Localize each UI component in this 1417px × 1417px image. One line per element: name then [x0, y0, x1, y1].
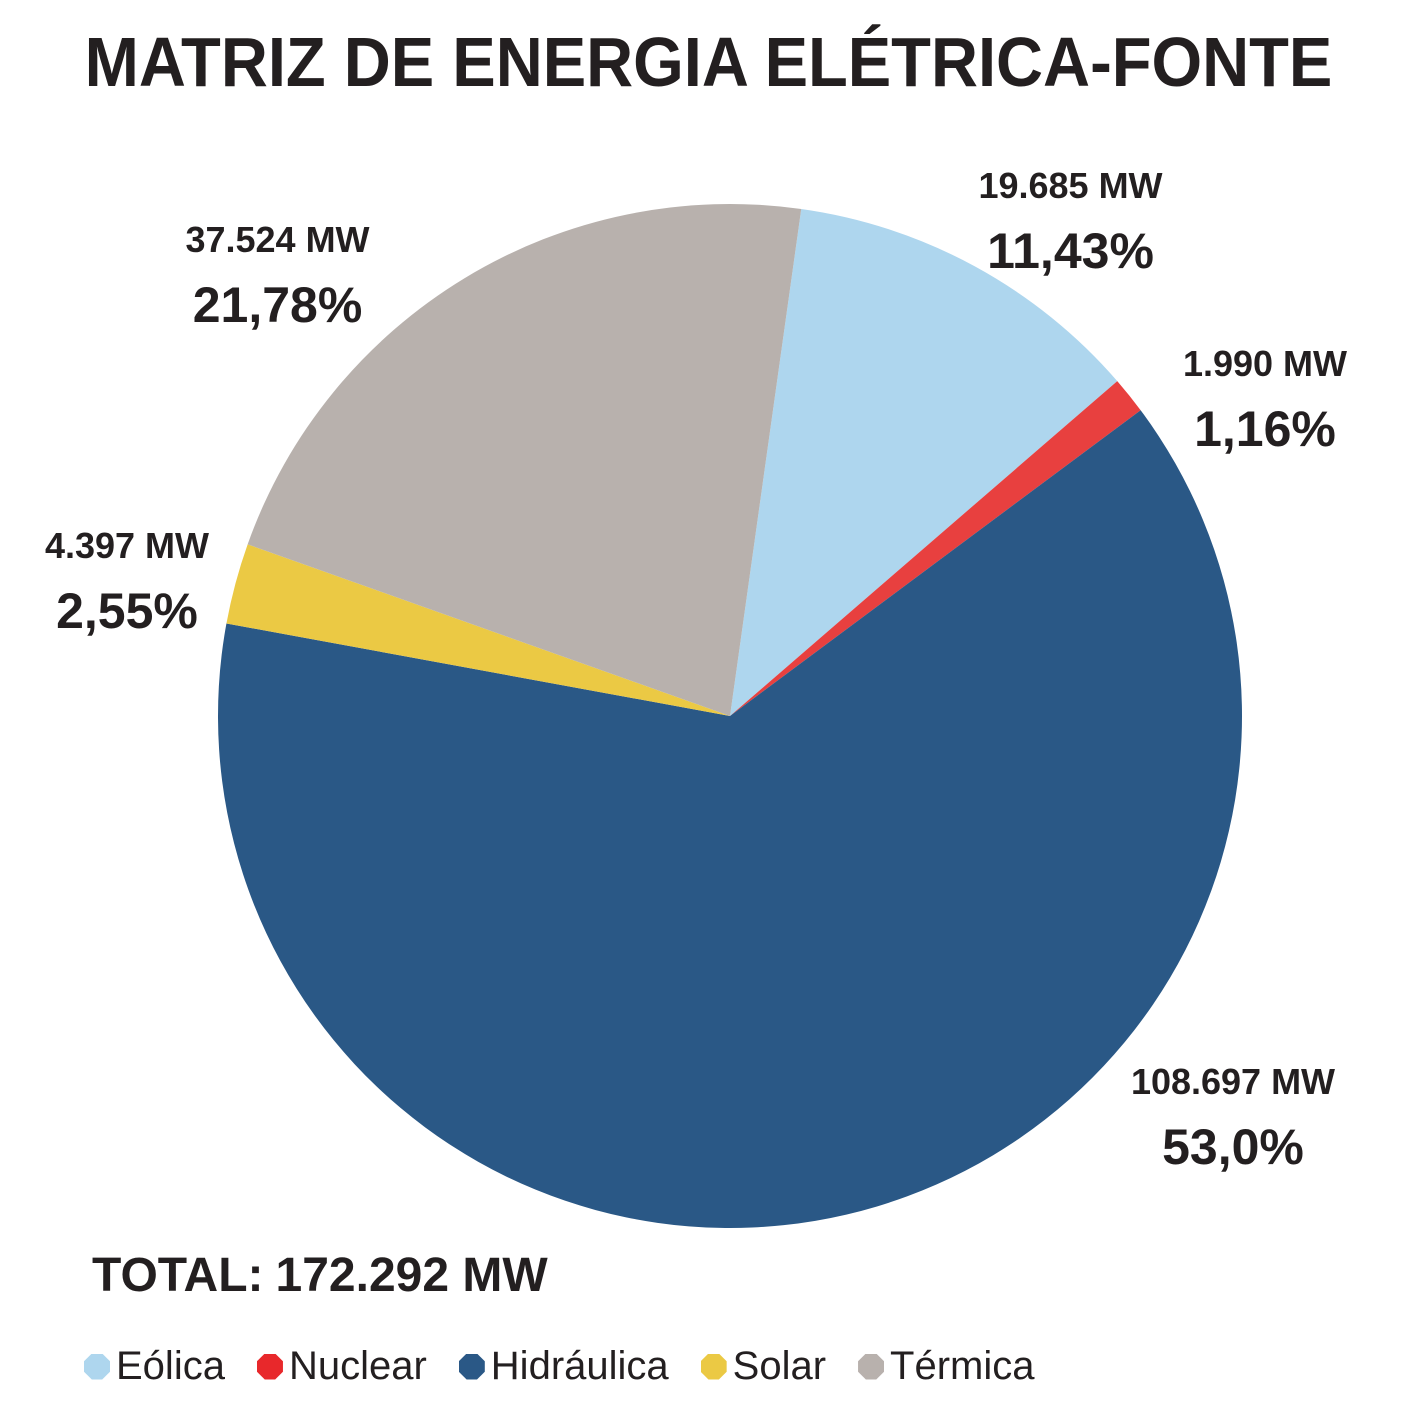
- pie-slice-termica: [247, 203, 802, 716]
- octagon-swatch-icon: [256, 1353, 283, 1380]
- legend-item-eolica: Eólica: [84, 1344, 225, 1389]
- slice-label-solar: 4.397 MW 2,55%: [18, 525, 236, 639]
- slice-label-hidraulica: 108.697 MW 53,0%: [1102, 1061, 1364, 1175]
- slice-label-nuclear: 1.990 MW 1,16%: [1160, 343, 1370, 457]
- slice-label-termica: 37.524 MW 21,78%: [160, 219, 395, 333]
- slice-mw-label: 1.990 MW: [1182, 343, 1348, 384]
- legend-label: Eólica: [116, 1344, 225, 1388]
- total-label: TOTAL:: [92, 1249, 264, 1302]
- legend-label: Nuclear: [288, 1344, 427, 1388]
- slice-pct-label: 53,0%: [1162, 1119, 1304, 1175]
- legend-item-solar: Solar: [700, 1344, 827, 1389]
- legend-label: Térmica: [890, 1344, 1035, 1388]
- legend: Eólica Nuclear Hidráulica Solar Térmica: [84, 1344, 1067, 1389]
- slice-label-eolica: 19.685 MW 11,43%: [948, 165, 1193, 279]
- slice-mw-label: 37.524 MW: [185, 219, 370, 260]
- slice-pct-label: 1,16%: [1194, 401, 1336, 457]
- legend-label: Solar: [732, 1344, 827, 1388]
- slice-pct-label: 21,78%: [192, 277, 363, 333]
- pie-slice-eolica: [730, 208, 1118, 717]
- total-line: TOTAL: 172.292 MW: [92, 1248, 548, 1303]
- slice-mw-label: 4.397 MW: [44, 525, 210, 566]
- octagon-swatch-icon: [84, 1353, 110, 1380]
- pie-slice-nuclear: [730, 381, 1141, 716]
- slice-mw-label: 19.685 MW: [978, 165, 1163, 206]
- slice-pct-label: 11,43%: [987, 223, 1154, 279]
- octagon-swatch-icon: [700, 1353, 727, 1380]
- legend-item-termica: Térmica: [858, 1344, 1035, 1389]
- slice-mw-label: 108.697 MW: [1130, 1061, 1336, 1102]
- legend-item-nuclear: Nuclear: [256, 1344, 427, 1389]
- pie-slice-solar: [226, 544, 730, 716]
- legend-item-hidraulica: Hidráulica: [458, 1344, 669, 1389]
- total-value: 172.292 MW: [275, 1249, 548, 1302]
- legend-label: Hidráulica: [490, 1344, 669, 1388]
- octagon-swatch-icon: [858, 1353, 885, 1380]
- chart-title: MATRIZ DE ENERGIA ELÉTRICA-FONTE: [84, 23, 1333, 101]
- pie-slice-hidraulica: [217, 410, 1242, 1229]
- slice-pct-label: 2,55%: [56, 583, 198, 639]
- octagon-swatch-icon: [458, 1353, 485, 1380]
